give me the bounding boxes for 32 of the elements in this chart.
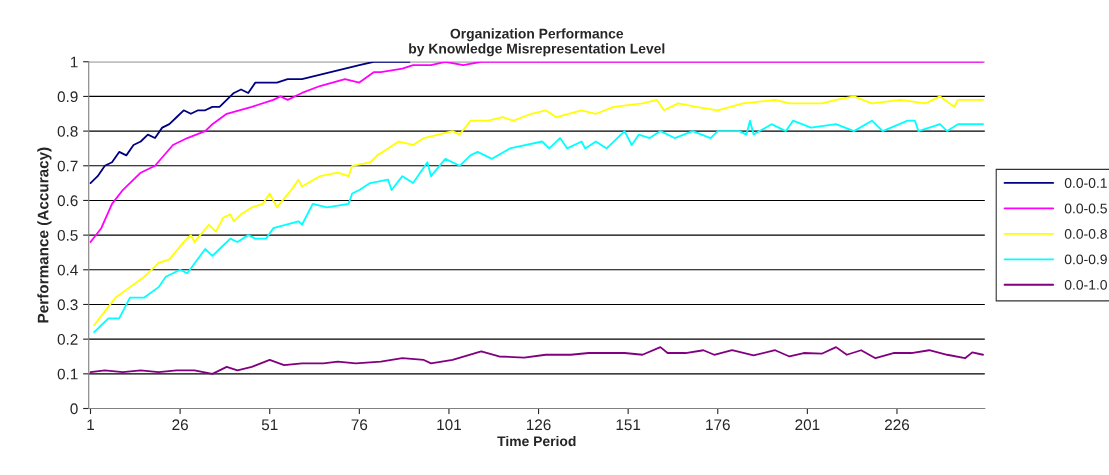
x-tick-label: 76 bbox=[351, 419, 368, 431]
y-tick-label: 0.8 bbox=[57, 125, 78, 137]
y-tick-label: 0.1 bbox=[57, 368, 78, 380]
y-tick-label: 0.6 bbox=[57, 195, 78, 207]
line-series bbox=[89, 61, 411, 185]
legend-label: 0.0-0.1 bbox=[1064, 178, 1107, 188]
x-tick-label: 1 bbox=[87, 419, 95, 430]
y-tick-label: 0.5 bbox=[57, 229, 78, 241]
x-tick-label: 26 bbox=[172, 419, 188, 431]
x-tick-label: 201 bbox=[795, 419, 820, 431]
x-tick-label: 126 bbox=[526, 419, 551, 431]
x-tick-label: 151 bbox=[616, 419, 641, 431]
x-tick-label: 51 bbox=[261, 419, 278, 431]
line-series bbox=[89, 346, 984, 375]
legend-label: 0.0-0.9 bbox=[1064, 254, 1107, 265]
y-tick-label: 0 bbox=[70, 403, 78, 415]
x-tick-label: 101 bbox=[437, 419, 461, 431]
chart-title: Organization Performance by Knowledge Misrepresentation Level bbox=[409, 28, 665, 57]
y-tick-label: 0.9 bbox=[57, 91, 78, 103]
y-tick-label: 0.7 bbox=[57, 160, 78, 172]
line-series bbox=[89, 61, 984, 243]
y-tick-label: 0.4 bbox=[57, 264, 78, 276]
y-tick-label: 1 bbox=[70, 56, 78, 68]
legend-label: 0.0-0.5 bbox=[1064, 203, 1107, 214]
y-tick-label: 0.3 bbox=[57, 299, 78, 311]
x-axis-title: Time Period bbox=[497, 435, 576, 447]
legend-label: 0.0-1.0 bbox=[1064, 279, 1107, 290]
x-tick-label: 176 bbox=[706, 419, 730, 431]
legend-label: 0.0-0.8 bbox=[1064, 229, 1107, 239]
y-tick-label: 0.2 bbox=[57, 334, 78, 345]
x-tick-label: 226 bbox=[885, 419, 910, 431]
y-axis-title: Performance (Accuracy) bbox=[37, 147, 52, 323]
